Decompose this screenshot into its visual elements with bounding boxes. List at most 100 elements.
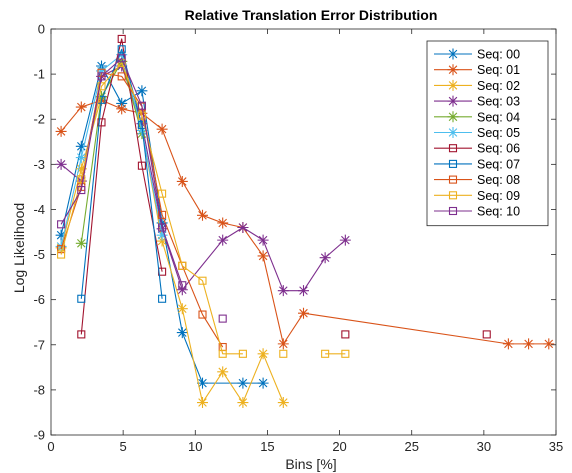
series-line <box>60 99 549 345</box>
legend-marker <box>447 127 459 138</box>
x-tick-label: 35 <box>549 439 563 454</box>
x-tick-label: 15 <box>260 439 274 454</box>
data-point <box>77 330 86 339</box>
data-point <box>217 234 229 246</box>
data-point <box>97 118 106 127</box>
data-point <box>77 185 86 195</box>
series-5 <box>55 49 168 252</box>
data-point <box>158 294 167 303</box>
legend-item: Seq: 06 <box>434 142 520 156</box>
data-point <box>75 152 87 164</box>
data-point <box>198 310 207 319</box>
data-point <box>218 349 227 358</box>
data-point <box>97 82 106 91</box>
data-point <box>319 252 331 264</box>
y-axis-label: Log Likelihood <box>11 203 27 293</box>
data-point <box>178 281 187 290</box>
data-point <box>55 240 67 252</box>
y-tick-label: -9 <box>33 428 45 443</box>
legend-marker <box>447 64 459 76</box>
data-point <box>137 111 146 120</box>
data-point <box>55 229 67 241</box>
legend-item: Seq: 10 <box>434 205 520 219</box>
data-point <box>257 348 269 360</box>
data-point <box>237 377 249 389</box>
data-point <box>502 338 514 350</box>
data-point <box>156 123 168 135</box>
data-point <box>197 209 208 221</box>
series-line <box>60 60 284 404</box>
legend-label: Seq: 08 <box>477 173 520 187</box>
data-point <box>482 330 491 339</box>
legend-label: Seq: 06 <box>477 142 520 156</box>
data-point <box>238 349 247 358</box>
data-point <box>257 250 269 262</box>
data-point <box>277 338 289 350</box>
legend-marker <box>448 191 458 200</box>
data-point <box>277 285 289 297</box>
series-1 <box>55 94 555 350</box>
data-point <box>176 303 188 315</box>
series-line <box>80 48 163 299</box>
y-tick-label: -4 <box>33 202 45 217</box>
data-point <box>156 217 168 229</box>
data-point <box>117 72 126 81</box>
data-point <box>75 163 87 175</box>
data-point <box>75 101 87 113</box>
data-point <box>298 307 309 319</box>
data-point <box>257 377 269 389</box>
data-point <box>75 237 87 249</box>
data-point <box>136 85 148 97</box>
legend-label: Seq: 02 <box>477 79 520 93</box>
chart-title: Relative Translation Error Distribution <box>185 7 438 23</box>
y-tick-label: -6 <box>33 292 45 307</box>
legend-marker <box>447 79 459 91</box>
y-tick-label: -5 <box>33 247 45 262</box>
legend-item: Seq: 02 <box>434 79 520 93</box>
series-line <box>80 38 163 335</box>
legend-label: Seq: 03 <box>477 95 520 109</box>
data-point <box>117 54 126 63</box>
legend-item: Seq: 00 <box>434 48 520 62</box>
legend-label: Seq: 01 <box>477 63 520 77</box>
data-point <box>117 34 126 43</box>
legend-label: Seq: 05 <box>477 126 520 140</box>
legend-item: Seq: 04 <box>434 110 520 124</box>
legend-marker <box>448 159 458 168</box>
data-point <box>543 338 555 350</box>
data-point <box>176 327 188 339</box>
data-point <box>339 234 351 246</box>
data-point <box>158 189 167 198</box>
x-tick-label: 0 <box>47 439 54 454</box>
data-point <box>198 276 207 285</box>
data-point <box>217 366 229 378</box>
data-point <box>77 175 86 184</box>
x-tick-label: 25 <box>404 439 418 454</box>
data-point <box>156 235 168 247</box>
legend-label: Seq: 09 <box>477 189 520 203</box>
x-axis-label: Bins [%] <box>285 456 336 472</box>
data-point <box>298 285 309 297</box>
y-tick-label: -3 <box>33 157 45 172</box>
data-point <box>136 125 148 136</box>
data-point <box>136 107 148 119</box>
data-point <box>197 397 208 409</box>
legend-item: Seq: 03 <box>434 95 520 109</box>
data-point <box>55 158 67 170</box>
data-point <box>237 397 249 409</box>
y-tick-label: -8 <box>33 382 45 397</box>
legend-marker <box>447 111 459 123</box>
data-point <box>217 217 229 229</box>
series-line <box>60 54 163 247</box>
x-tick-label: 5 <box>120 439 127 454</box>
data-point <box>75 140 87 152</box>
data-point <box>277 397 289 409</box>
data-point <box>55 125 67 137</box>
data-point <box>117 45 126 54</box>
legend-item: Seq: 01 <box>434 63 520 77</box>
data-point <box>176 175 188 187</box>
data-point <box>158 223 167 232</box>
data-point <box>77 294 86 303</box>
